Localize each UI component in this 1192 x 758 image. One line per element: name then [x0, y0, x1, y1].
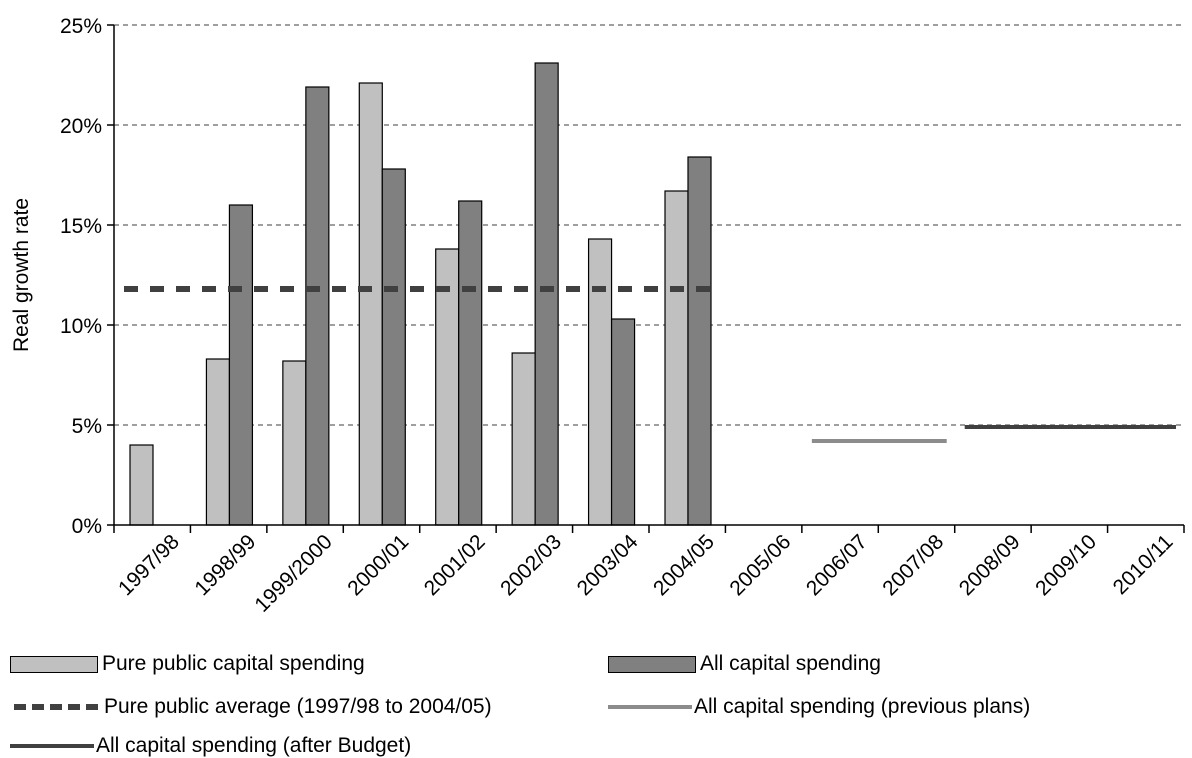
legend-item-after-budget: All capital spending (after Budget) — [2, 734, 411, 758]
x-tick-label: 2010/11 — [1109, 530, 1178, 599]
y-tick-label: 15% — [60, 215, 102, 238]
y-tick-label: 25% — [60, 15, 102, 38]
bar-pure-public — [282, 360, 307, 526]
y-tick-label: 10% — [60, 315, 102, 338]
y-tick-label: 20% — [60, 115, 102, 138]
legend-swatch-previous-plans — [608, 705, 692, 709]
x-tick-label: 1997/98 — [114, 530, 184, 600]
bar-all-capital — [228, 204, 254, 526]
legend-label-pure-public: Pure public capital spending — [102, 652, 365, 675]
y-tick-label: 5% — [72, 415, 102, 438]
y-tick-label: 0% — [72, 515, 102, 538]
legend-label-pure-public-average: Pure public average (1997/98 to 2004/05) — [104, 695, 492, 718]
bars — [129, 62, 712, 526]
x-tick-label: 2000/01 — [343, 530, 413, 600]
y-axis-label: Real growth rate — [10, 198, 33, 352]
x-tick-label: 2002/03 — [496, 530, 566, 600]
capital-spending-chart: 0% 5% 10% 15% 20% 25% 1997/98 1998/991999/2000… — [10, 15, 1185, 617]
legend-label-after-budget: All capital spending (after Budget) — [96, 734, 412, 757]
gridlines — [114, 24, 1184, 426]
bar-pure-public — [205, 358, 231, 526]
series-lines — [124, 286, 1176, 443]
bar-pure-public — [358, 82, 383, 526]
x-tick-label: 2005/06 — [725, 530, 795, 600]
y-tick-labels: 0% 5% 10% 15% 20% 25% — [60, 15, 102, 538]
bar-pure-public — [511, 352, 536, 526]
bar-all-capital — [305, 86, 330, 526]
bar-pure-public — [129, 444, 154, 526]
bar-all-capital — [687, 156, 712, 526]
legend-swatch-after-budget — [10, 744, 94, 748]
x-tick-label: 2001/02 — [420, 530, 490, 600]
legend-label-all-capital: All capital spending — [700, 652, 881, 675]
legend-swatch-pure-public-average — [14, 704, 98, 710]
bar-all-capital — [458, 200, 483, 526]
bar-all-capital — [610, 318, 636, 526]
x-tick-label: 2008/09 — [955, 530, 1025, 600]
legend-item-pure-public: Pure public capital spending — [10, 652, 365, 676]
x-tick-label: 2009/10 — [1031, 530, 1101, 600]
bar-pure-public — [664, 190, 689, 526]
x-tick-label: 1999/2000 — [250, 530, 336, 616]
legend-item-previous-plans: All capital spending (previous plans) — [600, 695, 1030, 719]
x-tick-label: 2006/07 — [802, 530, 872, 600]
x-tick-label: 2004/05 — [649, 530, 719, 600]
legend-swatch-all-capital — [608, 655, 696, 673]
legend-item-pure-public-average: Pure public average (1997/98 to 2004/05) — [2, 695, 492, 719]
legend-item-all-capital: All capital spending — [608, 652, 881, 676]
axes — [107, 24, 1185, 533]
x-tick-label: 2003/04 — [573, 530, 643, 600]
bar-all-capital — [534, 62, 559, 526]
legend-label-previous-plans: All capital spending (previous plans) — [694, 695, 1031, 718]
x-tick-label: 2007/08 — [878, 530, 948, 600]
x-tick-label: 1998/99 — [190, 530, 260, 600]
bar-pure-public — [587, 238, 613, 526]
bar-all-capital — [381, 168, 406, 526]
legend-swatch-pure-public — [10, 655, 98, 673]
